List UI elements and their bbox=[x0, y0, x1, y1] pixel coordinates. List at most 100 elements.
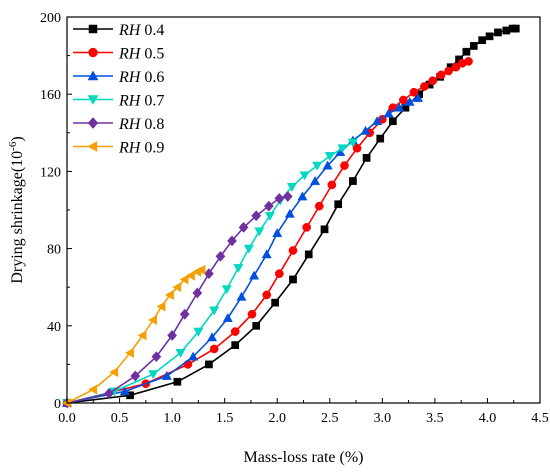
series-rh-0-5 bbox=[62, 57, 473, 408]
x-tick-label: 4.5 bbox=[531, 411, 549, 426]
data-point bbox=[148, 370, 159, 380]
legend-marker bbox=[87, 70, 99, 81]
legend-label: RH 0.9 bbox=[118, 140, 164, 157]
data-point bbox=[349, 177, 357, 185]
data-point bbox=[310, 175, 321, 185]
data-point bbox=[215, 250, 226, 262]
series-rh-0-4 bbox=[63, 24, 520, 407]
data-point bbox=[185, 270, 195, 281]
data-point bbox=[249, 270, 260, 280]
x-tick-label: 3.0 bbox=[374, 411, 392, 426]
legend-item: RH 0.4 bbox=[73, 22, 164, 39]
data-point bbox=[227, 235, 237, 247]
data-point bbox=[119, 386, 130, 396]
legend-prefix: RH bbox=[118, 116, 142, 133]
data-point bbox=[175, 348, 186, 358]
x-tick-label: 2.0 bbox=[268, 411, 286, 426]
data-point bbox=[469, 42, 478, 50]
data-point bbox=[263, 200, 274, 212]
data-point bbox=[282, 191, 293, 202]
data-point bbox=[312, 161, 323, 171]
y-tick-label: 0 bbox=[54, 397, 61, 412]
data-point bbox=[238, 221, 249, 233]
data-point bbox=[494, 28, 502, 37]
data-point bbox=[264, 211, 275, 221]
x-tick-label: 1.5 bbox=[216, 411, 234, 426]
data-point bbox=[485, 32, 494, 41]
data-point bbox=[274, 192, 285, 204]
legend-prefix: RH bbox=[118, 22, 142, 39]
data-point bbox=[161, 370, 172, 380]
data-point bbox=[340, 161, 349, 170]
data-point bbox=[251, 210, 262, 222]
data-point bbox=[124, 347, 134, 358]
data-point bbox=[362, 154, 371, 162]
data-point bbox=[205, 360, 213, 369]
data-point bbox=[413, 92, 424, 102]
data-point bbox=[324, 152, 335, 162]
legend: RH 0.4RH 0.5RH 0.6RH 0.7RH 0.8RH 0.9 bbox=[73, 22, 164, 157]
data-point bbox=[126, 391, 134, 400]
data-point bbox=[420, 82, 429, 91]
data-point bbox=[193, 327, 204, 337]
y-tick-label: 160 bbox=[40, 88, 61, 103]
data-point bbox=[404, 96, 415, 106]
data-point bbox=[209, 306, 220, 316]
x-tick-label: 0.0 bbox=[58, 411, 76, 426]
data-point bbox=[156, 301, 166, 312]
data-point bbox=[388, 117, 397, 126]
series-rh-0-8 bbox=[62, 191, 293, 409]
data-point bbox=[231, 341, 240, 349]
legend-label: RH 0.6 bbox=[118, 69, 164, 86]
data-point bbox=[188, 351, 199, 361]
legend-prefix: RH bbox=[118, 93, 142, 110]
data-point bbox=[196, 264, 206, 275]
data-point bbox=[254, 227, 265, 237]
data-point bbox=[274, 269, 284, 279]
data-point bbox=[130, 370, 141, 382]
legend-prefix: RH bbox=[118, 46, 142, 63]
y-axis-title-main: Drying shrinkage(10 bbox=[9, 151, 26, 284]
data-point bbox=[399, 95, 408, 105]
legend-item: RH 0.5 bbox=[73, 46, 164, 63]
data-point bbox=[222, 312, 233, 322]
data-point bbox=[164, 289, 174, 300]
data-point bbox=[261, 249, 272, 259]
data-point bbox=[511, 24, 520, 33]
legend-item: RH 0.9 bbox=[73, 140, 164, 157]
data-point bbox=[409, 87, 419, 97]
data-point bbox=[327, 180, 337, 190]
data-point bbox=[192, 287, 203, 299]
data-point bbox=[478, 36, 487, 45]
legend-value: 0.4 bbox=[144, 22, 164, 39]
y-tick-label: 120 bbox=[40, 165, 61, 180]
data-point bbox=[233, 264, 244, 274]
data-point bbox=[271, 298, 279, 307]
data-point bbox=[394, 102, 405, 112]
data-point bbox=[383, 108, 394, 118]
data-point bbox=[179, 274, 189, 285]
legend-prefix: RH bbox=[118, 69, 142, 86]
series-rh-0-6 bbox=[61, 92, 424, 407]
data-point bbox=[230, 327, 240, 336]
data-point bbox=[209, 344, 219, 354]
data-point bbox=[464, 57, 473, 66]
data-point bbox=[179, 308, 190, 320]
x-tick-label: 4.0 bbox=[479, 411, 497, 426]
data-point bbox=[88, 384, 98, 395]
data-point bbox=[243, 244, 254, 254]
legend-value: 0.6 bbox=[144, 69, 164, 86]
data-point bbox=[236, 291, 247, 301]
legend-marker bbox=[87, 141, 98, 152]
legend-label: RH 0.5 bbox=[118, 46, 164, 63]
legend-value: 0.9 bbox=[144, 140, 164, 157]
data-point bbox=[428, 76, 438, 86]
x-tick-label: 3.5 bbox=[426, 411, 444, 426]
legend-value: 0.5 bbox=[144, 46, 164, 63]
legend-value: 0.8 bbox=[144, 116, 164, 133]
data-point bbox=[207, 332, 218, 342]
legend-item: RH 0.7 bbox=[73, 93, 164, 110]
data-point bbox=[444, 66, 453, 76]
